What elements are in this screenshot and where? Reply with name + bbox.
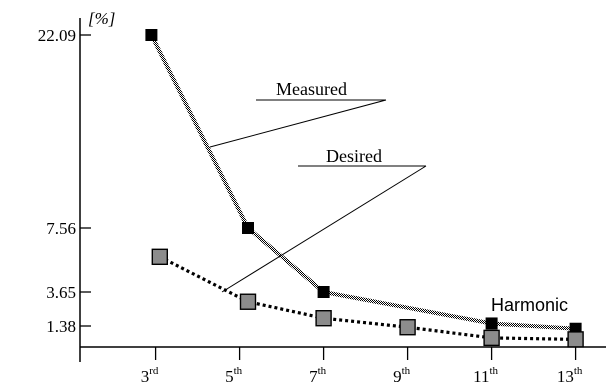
desired-callout-leader — [221, 165, 427, 293]
point-desired — [151, 248, 169, 266]
point-desired — [567, 331, 584, 348]
x-tick-number: 5 — [225, 367, 234, 385]
y-axis-unit: [%] — [88, 9, 115, 28]
x-tick-label: 7th — [309, 365, 327, 385]
x-tick-label: 5th — [225, 365, 243, 385]
x-tick-suffix: th — [490, 365, 499, 377]
x-tick-suffix: th — [318, 365, 327, 377]
series-line-desired — [159, 255, 576, 341]
x-tick-suffix: th — [574, 365, 583, 377]
y-tick-label: 22.09 — [38, 26, 76, 45]
x-tick-suffix: th — [402, 365, 411, 377]
x-tick-label: 11th — [473, 365, 498, 385]
y-ticks: 22.09 7.56 3.65 1.38 — [38, 26, 91, 336]
point-desired — [315, 310, 332, 327]
x-tick-number: 9 — [393, 367, 402, 385]
series-markers — [145, 29, 584, 348]
x-tick-number: 11 — [473, 367, 489, 385]
x-ticks: 3rd 5th 7th 9th 11th 13th — [141, 347, 583, 385]
measured-callout: Measured — [209, 79, 387, 148]
point-measured — [317, 286, 330, 298]
point-measured — [242, 222, 254, 234]
measured-callout-label: Measured — [276, 79, 347, 99]
y-tick-label: 3.65 — [46, 283, 76, 302]
point-desired — [483, 329, 500, 347]
x-tick-number: 3 — [141, 367, 150, 385]
x-tick-label: 9th — [393, 365, 411, 385]
x-tick-number: 13 — [557, 367, 574, 385]
measured-callout-leader — [209, 99, 387, 148]
point-desired — [239, 293, 257, 310]
point-measured — [145, 29, 158, 41]
x-axis-title: Harmonic — [491, 295, 568, 315]
y-tick-label: 1.38 — [46, 317, 76, 336]
x-tick-number: 7 — [309, 367, 318, 385]
x-tick-label: 13th — [557, 365, 583, 385]
x-tick-label: 3rd — [141, 365, 159, 385]
desired-callout-label: Desired — [326, 146, 382, 166]
point-desired — [399, 319, 416, 336]
x-tick-suffix: th — [234, 365, 243, 377]
x-tick-suffix: rd — [149, 365, 159, 377]
y-tick-label: 7.56 — [46, 219, 76, 238]
desired-callout: Desired — [221, 146, 427, 293]
series-lines — [149, 34, 576, 341]
point-measured — [485, 317, 498, 330]
